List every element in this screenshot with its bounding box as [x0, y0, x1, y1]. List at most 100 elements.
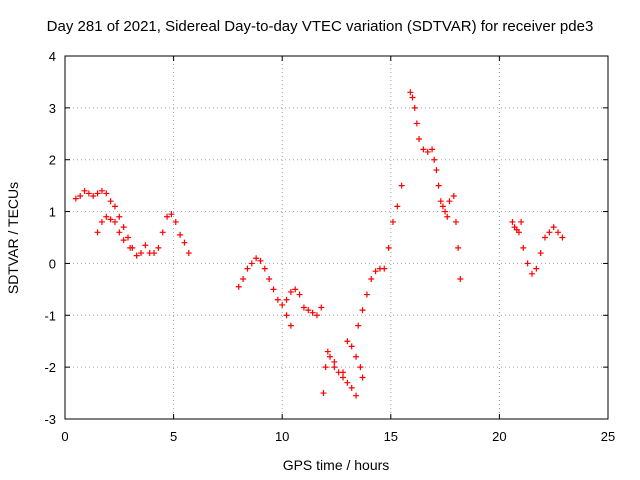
data-point	[94, 190, 101, 197]
chart-title: Day 281 of 2021, Sidereal Day-to-day VTE…	[47, 18, 594, 35]
x-tick-label: 10	[275, 429, 289, 444]
data-point	[120, 224, 127, 231]
data-point	[368, 275, 375, 282]
data-point	[324, 348, 331, 355]
data-point	[85, 190, 92, 197]
data-point	[457, 275, 464, 282]
y-tick-label: -2	[44, 360, 56, 375]
data-point	[398, 182, 405, 189]
data-point	[326, 353, 333, 360]
data-point	[283, 296, 290, 303]
data-point	[455, 244, 462, 251]
data-point	[98, 187, 105, 194]
data-point	[120, 237, 127, 244]
data-point	[81, 187, 88, 194]
data-point	[331, 364, 338, 371]
data-point	[94, 229, 101, 236]
data-point	[550, 224, 557, 231]
data-point	[181, 239, 188, 246]
data-point	[444, 213, 451, 220]
data-point	[442, 208, 449, 215]
data-point	[185, 250, 192, 257]
y-tick-label: 0	[49, 256, 56, 271]
data-point	[357, 364, 364, 371]
data-point	[559, 234, 566, 241]
data-point	[313, 312, 320, 319]
data-point	[353, 353, 360, 360]
data-point	[394, 203, 401, 210]
data-point	[177, 231, 184, 238]
data-point	[248, 260, 255, 267]
data-point	[537, 250, 544, 257]
x-tick-label: 25	[601, 429, 615, 444]
x-tick-label: 5	[170, 429, 177, 444]
data-point	[372, 268, 379, 275]
data-point	[515, 229, 522, 236]
data-point	[452, 218, 459, 225]
data-point	[90, 193, 97, 200]
data-point	[518, 218, 525, 225]
data-point	[409, 94, 416, 101]
data-point	[439, 203, 446, 210]
y-axis-ticks: -3 -2 -1 0 1 2 3 4	[44, 49, 608, 427]
y-tick-label: -1	[44, 308, 56, 323]
data-point	[437, 198, 444, 205]
data-point	[555, 229, 562, 236]
gridlines	[65, 56, 608, 419]
data-point	[363, 291, 370, 298]
data-point	[533, 265, 540, 272]
data-point	[381, 265, 388, 272]
x-tick-label: 0	[61, 429, 68, 444]
y-tick-label: 3	[49, 101, 56, 116]
data-point	[138, 250, 145, 257]
data-point	[127, 244, 134, 251]
data-point	[359, 307, 366, 314]
data-points	[72, 89, 566, 399]
data-point	[340, 369, 347, 376]
data-point	[331, 358, 338, 365]
data-point	[283, 312, 290, 319]
data-point	[164, 213, 171, 220]
data-point	[172, 218, 179, 225]
data-point	[344, 379, 351, 386]
x-axis-ticks: 0 5 10 15 20 25	[61, 56, 615, 444]
data-point	[142, 242, 149, 249]
data-point	[450, 193, 457, 200]
data-point	[168, 211, 175, 218]
data-point	[133, 252, 140, 259]
data-point	[116, 213, 123, 220]
y-tick-label: 2	[49, 153, 56, 168]
y-tick-label: 1	[49, 205, 56, 220]
data-point	[429, 146, 436, 153]
data-point	[279, 301, 286, 308]
data-point	[107, 198, 114, 205]
data-point	[420, 146, 427, 153]
data-point	[287, 288, 294, 295]
data-point	[111, 203, 118, 210]
x-tick-label: 15	[384, 429, 398, 444]
data-point	[116, 229, 123, 236]
data-point	[253, 255, 260, 262]
data-point	[235, 283, 242, 290]
data-point	[244, 265, 251, 272]
data-point	[266, 275, 273, 282]
data-point	[355, 322, 362, 329]
data-point	[159, 229, 166, 236]
data-point	[353, 392, 360, 399]
data-point	[77, 193, 84, 200]
data-point	[320, 390, 327, 397]
data-point	[389, 218, 396, 225]
data-point	[309, 309, 316, 316]
data-point	[435, 182, 442, 189]
data-point	[292, 286, 299, 293]
data-point	[151, 250, 158, 257]
data-point	[385, 244, 392, 251]
data-point	[344, 338, 351, 345]
data-point	[528, 270, 535, 277]
x-axis-label: GPS time / hours	[283, 457, 390, 473]
data-point	[411, 104, 418, 111]
y-tick-label: -3	[44, 412, 56, 427]
data-point	[257, 257, 264, 264]
data-point	[270, 286, 277, 293]
